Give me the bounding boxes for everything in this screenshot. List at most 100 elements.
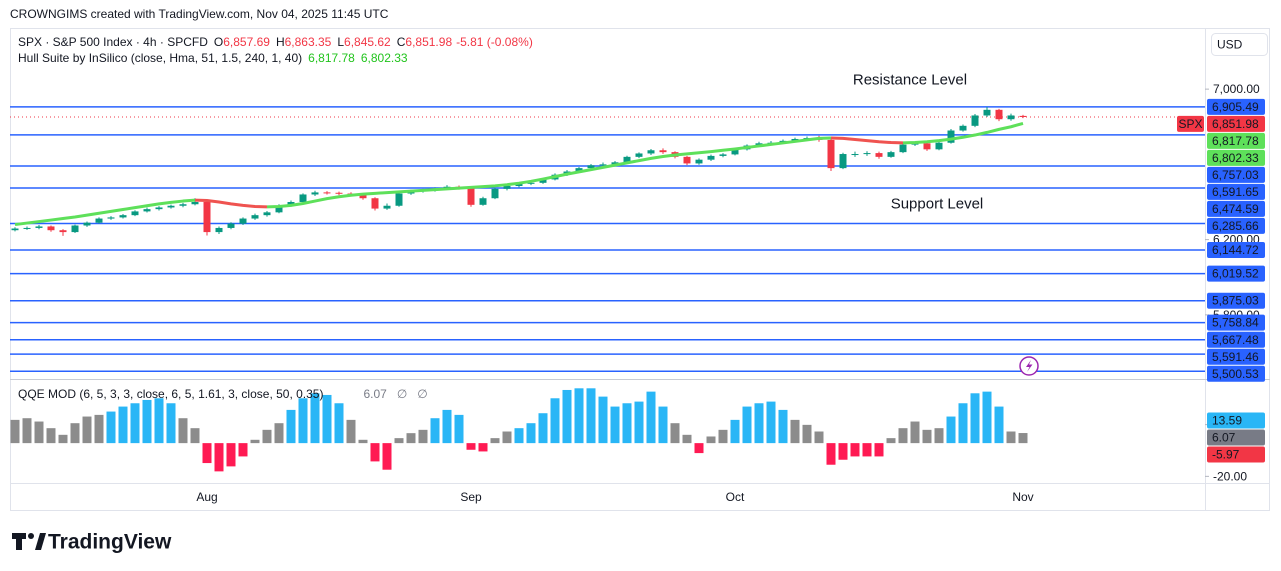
x-tick-label: Nov	[1012, 490, 1033, 504]
histogram-bar	[934, 428, 944, 444]
hull-tag	[1207, 149, 1265, 166]
candle-body	[935, 142, 943, 150]
candle-body	[887, 152, 895, 157]
candle-body	[155, 207, 163, 210]
alert-bolt[interactable]	[1026, 360, 1033, 372]
candle-body	[623, 156, 631, 163]
candle-body	[719, 154, 727, 156]
level-tag-label: 6,019.52	[1212, 267, 1259, 281]
indicator-tag-label: -5.97	[1212, 448, 1240, 462]
ohlc-value: 6,845.62	[344, 35, 391, 49]
histogram-bar	[886, 438, 896, 444]
level-tag	[1207, 217, 1265, 234]
indicator-name: Hull Suite by InSilico (close, Hma, 51, …	[18, 51, 302, 65]
histogram-bar	[238, 443, 248, 457]
candle-body	[239, 218, 247, 224]
indicator-value: 6.07	[363, 387, 387, 401]
price-tags: 6,905.49 6,851.98 SPX 6,817.78 6,802.33 6,757…	[1177, 98, 1265, 463]
candle-body	[527, 182, 535, 184]
histogram-bar	[850, 443, 860, 457]
ohlc-value: 6,857.69	[223, 35, 270, 49]
histogram-bar	[574, 388, 584, 444]
indicator-tag	[1207, 412, 1265, 429]
histogram-bar	[190, 428, 200, 444]
histogram-bar	[466, 443, 476, 450]
y-tick-label: -20.00	[1213, 469, 1247, 483]
candle-body	[611, 162, 619, 165]
annotation: Resistance Level	[853, 72, 967, 89]
candle-body	[683, 156, 691, 164]
price-marks	[11, 107, 1027, 236]
symbol-tag	[1177, 115, 1204, 132]
histogram-bar	[346, 419, 356, 444]
histogram-bar	[406, 433, 416, 444]
level-tag-label: 5,875.03	[1212, 294, 1259, 308]
histogram-bar	[10, 419, 20, 444]
candle-body	[47, 226, 55, 231]
candle-body	[731, 149, 739, 155]
histogram-bar	[730, 419, 740, 444]
candle-body	[107, 217, 115, 219]
currency-label[interactable]: USD	[1217, 38, 1243, 52]
candle-body	[575, 168, 583, 172]
hull-tag	[1207, 132, 1265, 149]
candle-body	[899, 144, 907, 153]
histogram-bar	[298, 398, 308, 444]
level-tag	[1207, 348, 1265, 365]
level-tag	[1207, 242, 1265, 259]
histogram-bar	[550, 398, 560, 444]
currency-button[interactable]	[1211, 33, 1268, 56]
candle-body	[383, 205, 391, 209]
candle-body	[167, 205, 175, 208]
change-value: -5.81 (-0.08%)	[456, 35, 533, 49]
candle-body	[35, 226, 43, 228]
histogram-bar	[382, 443, 392, 470]
histogram-bar	[670, 423, 680, 444]
candle-body	[479, 198, 487, 205]
indicator-value: ∅	[397, 387, 407, 401]
candle-body	[959, 125, 967, 131]
histogram-bar	[706, 436, 716, 444]
symbol-legend: SPX · S&P 500 Index · 4h · SPCFD O6,857.6…	[18, 35, 533, 49]
candle-body	[359, 194, 367, 199]
level-tag	[1207, 331, 1265, 348]
histogram-bar	[910, 421, 920, 444]
histogram-bar	[502, 431, 512, 444]
histogram-bar	[874, 443, 884, 457]
candle-body	[131, 211, 139, 216]
histogram-bar	[994, 406, 1004, 444]
histogram-bar	[718, 429, 728, 444]
indicator-name: QQE MOD (6, 5, 3, 3, close, 6, 5, 1.61, …	[18, 387, 323, 401]
histogram-bar	[1018, 433, 1028, 444]
histogram-bar	[262, 429, 272, 444]
histogram-bar	[106, 411, 116, 444]
alert-icon[interactable]	[1019, 356, 1039, 376]
candle-body	[827, 139, 835, 169]
histogram-bar	[958, 403, 968, 444]
annotation: Support Level	[891, 196, 984, 213]
histogram-bar	[562, 389, 572, 444]
histogram-bar	[154, 398, 164, 444]
histogram-bar	[214, 443, 224, 472]
histogram-bar	[586, 388, 596, 444]
chart-frame	[10, 28, 1270, 511]
histogram-bar	[1006, 431, 1016, 444]
candle-body	[83, 222, 91, 226]
histogram-bar	[310, 393, 320, 444]
candle-body	[395, 193, 403, 206]
histogram-bar	[226, 443, 236, 467]
histogram-bar	[814, 431, 824, 444]
candle-body	[371, 198, 379, 209]
histogram-bar	[454, 414, 464, 444]
candle-body	[875, 153, 883, 157]
histogram-bar	[658, 406, 668, 444]
histogram-bar	[622, 403, 632, 444]
candle-body	[659, 150, 667, 153]
histogram-bar	[682, 434, 692, 444]
candle-body	[71, 225, 79, 233]
histogram-bar	[946, 416, 956, 444]
candle-body	[839, 154, 847, 169]
level-tag-label: 5,667.48	[1212, 333, 1259, 347]
histogram-bar	[46, 428, 56, 444]
